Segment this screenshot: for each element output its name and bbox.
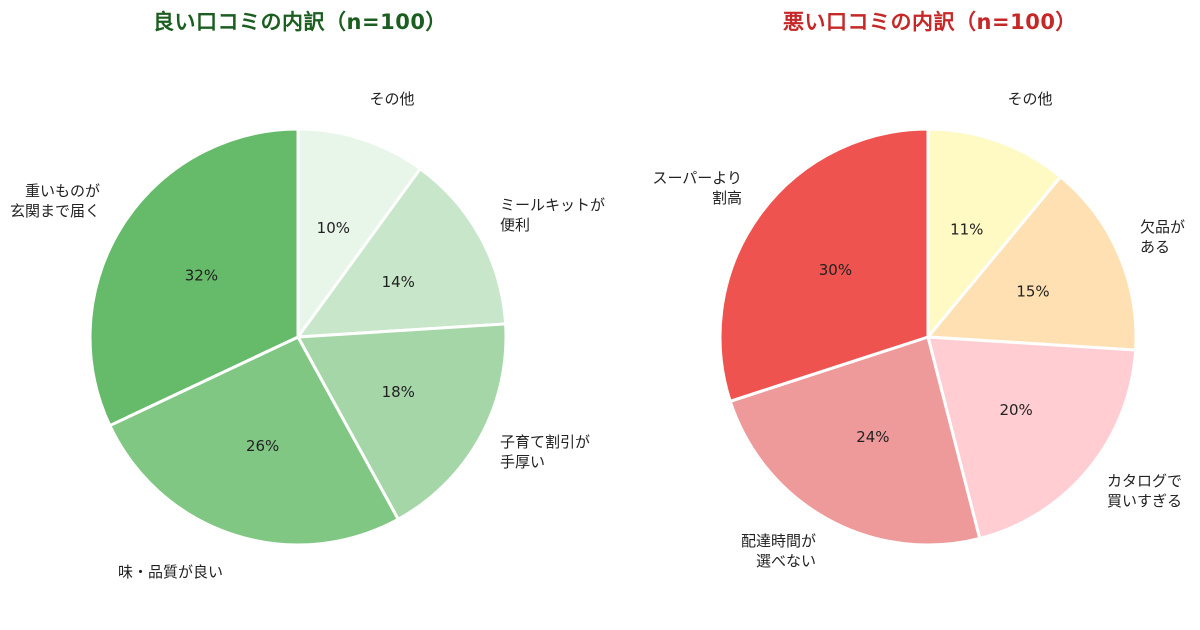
bad-pie-slice-5 xyxy=(718,127,930,403)
good-pie-category-label-3: 子育て割引が手厚い xyxy=(500,433,590,471)
good-pie-category-label-1: その他 xyxy=(369,90,414,108)
good-pie-value-label-2: 14% xyxy=(382,273,415,291)
bad-pie-slice-2 xyxy=(926,175,1138,352)
good-pie-slice-4 xyxy=(108,335,400,547)
good-pie-value-label-1: 10% xyxy=(317,219,350,237)
good-pie-category-label-2: ミールキットが便利 xyxy=(500,196,605,234)
bad-pie-category-label-3: カタログで買いすぎる xyxy=(1107,472,1182,510)
good-pie-value-label-5: 32% xyxy=(185,267,218,285)
bad-pie-value-label-1: 11% xyxy=(950,220,983,238)
good-pie-slice-1 xyxy=(296,127,422,339)
right-chart-title: 悪い口コミの内訳（n=100） xyxy=(783,10,1077,34)
bad-pie-slice-3 xyxy=(926,335,1138,540)
bad-pie-value-label-5: 30% xyxy=(819,261,852,279)
good-pie-slice-3 xyxy=(296,322,508,521)
good-pie-slice-2 xyxy=(296,167,508,339)
good-pie-category-label-5: 重いものが玄関まで届く xyxy=(10,182,100,220)
left-chart-title: 良い口コミの内訳（n=100） xyxy=(153,10,447,34)
good-pie-value-label-3: 18% xyxy=(382,383,415,401)
bad-pie-value-label-3: 20% xyxy=(999,401,1032,419)
bad-pie-category-label-5: スーパーより割高 xyxy=(652,169,742,207)
bad-pie-category-label-1: その他 xyxy=(1007,90,1052,108)
bad-pie-value-label-2: 15% xyxy=(1016,283,1049,301)
bad-pie-slice-1 xyxy=(926,127,1063,339)
bad-pie-category-label-4: 配達時間が選べない xyxy=(741,532,816,570)
bad-pie-slice-4 xyxy=(728,335,982,547)
bad-pie-category-label-2: 欠品がある xyxy=(1140,218,1185,256)
bad-pie-value-label-4: 24% xyxy=(856,428,889,446)
good-pie-value-label-4: 26% xyxy=(246,437,279,455)
good-pie-category-label-4: 味・品質が良い xyxy=(118,563,223,581)
good-pie-slice-5 xyxy=(88,127,300,428)
